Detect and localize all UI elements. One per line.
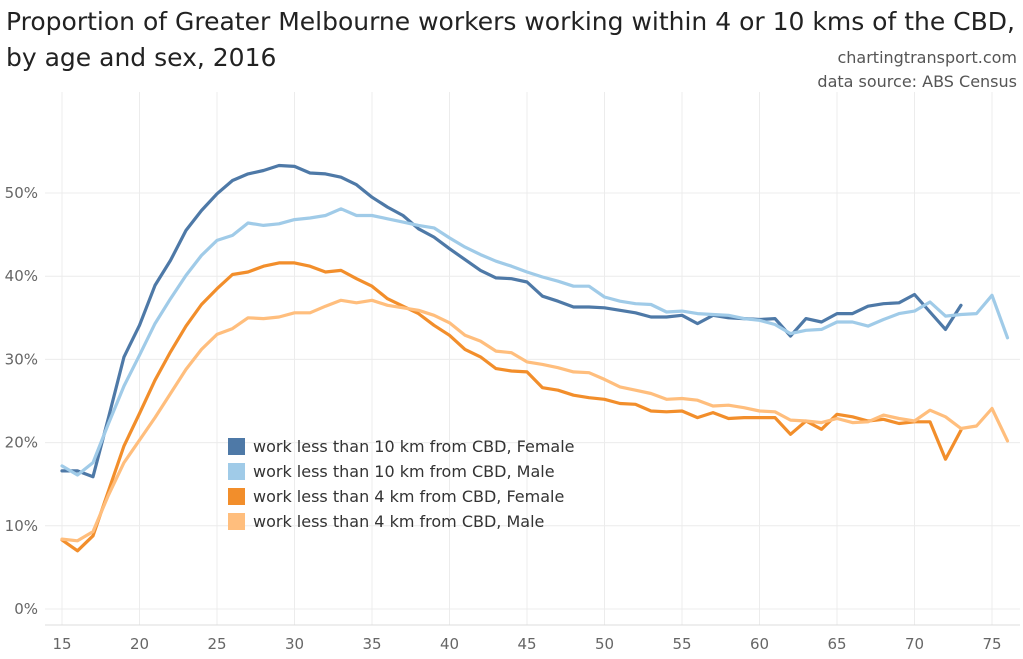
x-tick-label: 50 [595, 635, 614, 653]
x-tick-label: 45 [517, 635, 536, 653]
y-tick-label: 0% [14, 600, 38, 618]
series-line-2 [60, 207, 1010, 477]
x-tick-label: 20 [130, 635, 149, 653]
x-tick-label: 25 [207, 635, 226, 653]
series-line-1 [60, 163, 963, 479]
series-line-4 [60, 298, 1010, 543]
x-tick-label: 70 [905, 635, 924, 653]
legend: work less than 10 km from CBD, Female wor… [228, 434, 575, 534]
legend-swatch [228, 513, 245, 530]
credit-site: chartingtransport.com [837, 48, 1017, 67]
credit-source: data source: ABS Census [817, 72, 1017, 91]
series-line-3 [60, 261, 963, 553]
legend-label: work less than 10 km from CBD, Female [253, 437, 575, 456]
legend-item: work less than 4 km from CBD, Male [228, 509, 575, 534]
legend-label: work less than 4 km from CBD, Female [253, 487, 565, 506]
legend-swatch [228, 438, 245, 455]
x-axis: 15 20 25 30 35 40 45 50 55 60 65 70 75 [45, 624, 1020, 653]
legend-swatch [228, 463, 245, 480]
series-lines [60, 163, 1010, 553]
x-tick-label: 75 [982, 635, 1001, 653]
x-tick-label: 35 [362, 635, 381, 653]
legend-item: work less than 10 km from CBD, Female [228, 434, 575, 459]
legend-swatch [228, 488, 245, 505]
chart-title: Proportion of Greater Melbourne workers … [6, 7, 1015, 72]
x-tick-label: 65 [827, 635, 846, 653]
x-tick-label: 40 [440, 635, 459, 653]
y-tick-label: 50% [5, 184, 38, 202]
x-tick-label: 15 [52, 635, 71, 653]
y-axis: 0% 10% 20% 30% 40% 50% [5, 184, 38, 618]
y-tick-label: 10% [5, 517, 38, 535]
x-tick-label: 30 [285, 635, 304, 653]
y-tick-label: 30% [5, 350, 38, 368]
legend-item: work less than 4 km from CBD, Female [228, 484, 575, 509]
legend-label: work less than 4 km from CBD, Male [253, 512, 545, 531]
y-tick-label: 20% [5, 434, 38, 452]
y-tick-label: 40% [5, 267, 38, 285]
gridlines [45, 92, 1020, 625]
legend-label: work less than 10 km from CBD, Male [253, 462, 555, 481]
legend-item: work less than 10 km from CBD, Male [228, 459, 575, 484]
x-tick-label: 60 [750, 635, 769, 653]
x-tick-label: 55 [672, 635, 691, 653]
